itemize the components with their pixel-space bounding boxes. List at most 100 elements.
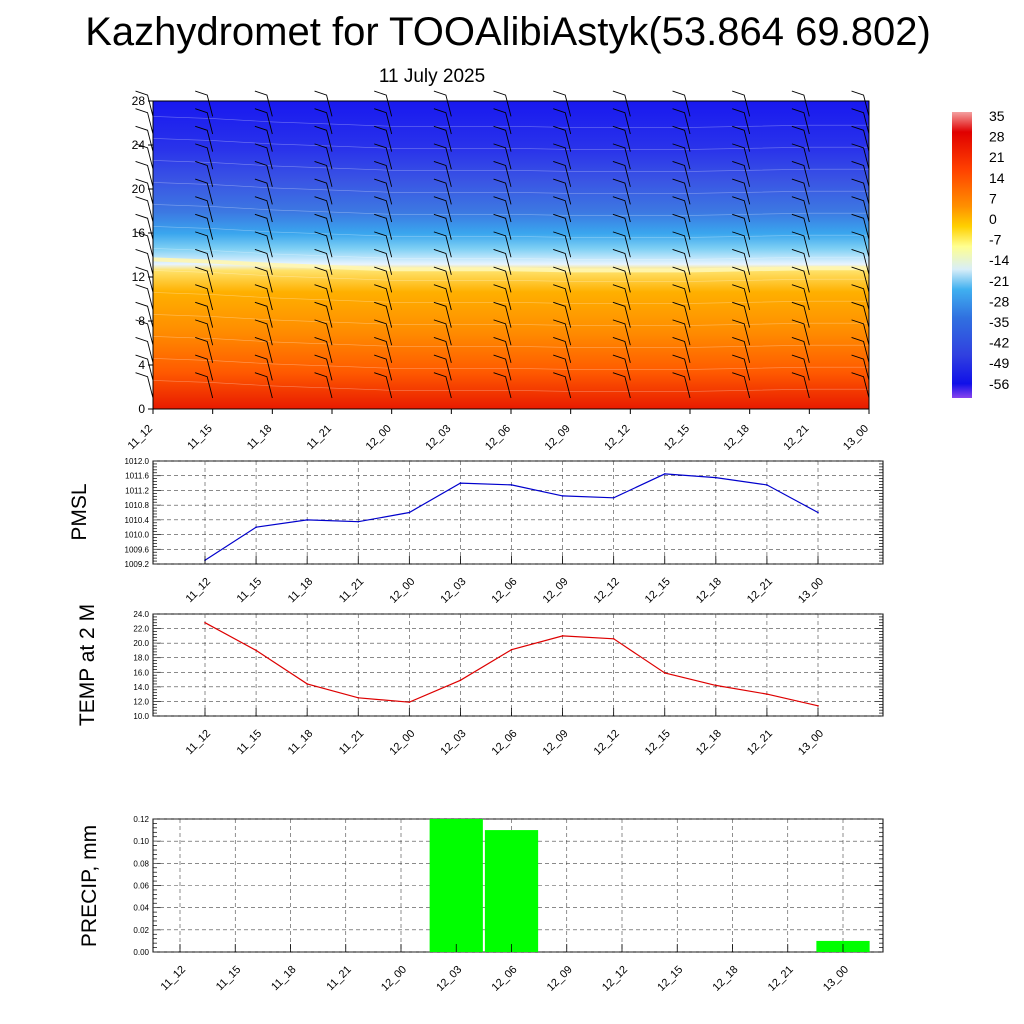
wind-barb: [493, 178, 512, 205]
wind-barb: [254, 178, 273, 205]
wind-barb: [732, 249, 751, 275]
wind-barb: [314, 231, 333, 258]
y-tick-label: 20.0: [133, 639, 149, 648]
wind-barb: [433, 161, 452, 187]
data-point: [459, 679, 462, 682]
wind-barb: [195, 90, 214, 117]
x-tick-label: 11_12: [184, 728, 214, 758]
x-tick-label: 12_15: [655, 964, 685, 994]
wind-barb: [553, 266, 572, 293]
wind-barb: [553, 231, 572, 258]
wind-barb: [195, 125, 214, 152]
wind-barb: [791, 213, 810, 240]
wind-barb: [374, 319, 393, 346]
y-tick-label: 0.00: [133, 948, 149, 957]
data-point: [357, 696, 360, 699]
wind-barb: [732, 354, 751, 381]
colorbar-label: -7: [989, 232, 1002, 248]
wind-barb: [732, 372, 751, 399]
wind-barb: [195, 301, 214, 328]
wind-barb: [493, 301, 512, 328]
colorbar-label: 14: [989, 170, 1005, 186]
wind-barb: [195, 196, 214, 223]
data-point: [459, 482, 462, 484]
x-tick-label: 12_06: [490, 576, 520, 606]
precip-bar: [484, 830, 539, 952]
wind-barb: [851, 213, 870, 240]
wind-barb: [791, 337, 810, 363]
wind-barb: [374, 90, 393, 117]
wind-barb: [553, 90, 572, 117]
wind-barb: [791, 319, 810, 346]
x-tick-label: 12_12: [602, 423, 632, 453]
wind-barb: [493, 143, 512, 170]
wind-barb: [374, 284, 393, 311]
x-tick-label: 12_03: [423, 423, 453, 453]
wind-barb: [851, 301, 870, 328]
wind-barb: [612, 337, 631, 363]
wind-barb: [433, 354, 452, 381]
wind-barb: [433, 231, 452, 258]
wind-barb: [135, 266, 154, 293]
wind-barb: [493, 90, 512, 117]
isotherm-contour: [152, 380, 869, 392]
wind-barb: [195, 143, 214, 170]
wind-barb: [254, 372, 273, 399]
x-tick-label: 12_21: [766, 964, 796, 994]
x-tick-label: 12_12: [592, 576, 622, 606]
data-point: [663, 473, 666, 475]
x-tick-label: 12_03: [438, 576, 468, 606]
wind-barb: [433, 143, 452, 170]
y-axis-label: PRECIP, mm: [78, 825, 101, 947]
wind-barb: [433, 90, 452, 117]
data-point: [255, 649, 257, 652]
wind-barb: [493, 196, 512, 223]
wind-barb: [374, 178, 393, 205]
wind-barb: [493, 372, 512, 399]
wind-barb: [791, 231, 810, 258]
wind-barb: [135, 143, 154, 170]
wind-barb: [553, 178, 572, 205]
colorbar-label: 0: [989, 211, 997, 227]
y-tick-label: 1011.2: [125, 486, 149, 495]
wind-barb: [672, 354, 691, 381]
wind-barb: [791, 372, 810, 399]
x-tick-label: 11_15: [235, 576, 265, 606]
x-tick-label: 12_00: [387, 728, 417, 758]
wind-barb: [612, 319, 631, 346]
wind-barb: [791, 178, 810, 205]
wind-barb: [672, 196, 691, 223]
colorbar-label: -35: [989, 314, 1009, 330]
y-tick-label: 28: [132, 94, 146, 108]
wind-barb: [254, 90, 273, 117]
wind-barb: [851, 319, 870, 346]
wind-barb: [791, 108, 810, 135]
x-tick-label: 13_00: [796, 576, 826, 606]
wind-barb: [732, 90, 751, 117]
wind-barb: [672, 178, 691, 205]
wind-barb: [374, 161, 393, 187]
wind-barb: [672, 90, 691, 117]
wind-barb: [195, 284, 214, 311]
y-tick-label: 24.0: [133, 610, 149, 619]
wind-barb: [433, 178, 452, 205]
wind-barb: [672, 213, 691, 240]
wind-barb: [135, 213, 154, 240]
isotherm-contour: [152, 292, 869, 304]
wind-barb: [254, 337, 273, 363]
wind-barb: [493, 354, 512, 381]
wind-barb: [732, 284, 751, 311]
x-tick-label: 12_21: [745, 576, 775, 606]
wind-barb: [254, 266, 273, 293]
x-tick-label: 12_15: [643, 576, 673, 606]
wind-barb: [732, 143, 751, 170]
wind-barb: [493, 213, 512, 240]
wind-barb: [374, 301, 393, 328]
wind-barb: [254, 301, 273, 328]
wind-barb: [254, 354, 273, 381]
y-tick-label: 0.02: [133, 926, 149, 935]
wind-barb: [612, 249, 631, 275]
wind-barb: [374, 125, 393, 152]
wind-barb: [374, 354, 393, 381]
wind-barb: [433, 196, 452, 223]
